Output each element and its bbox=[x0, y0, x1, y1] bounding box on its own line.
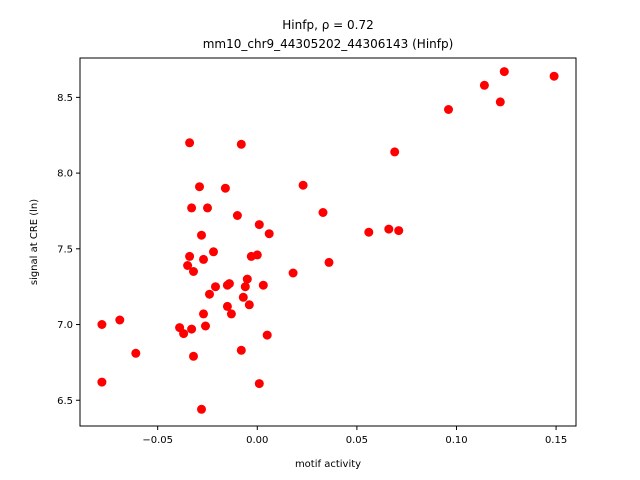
data-point-42 bbox=[288, 268, 298, 278]
data-point-45 bbox=[324, 257, 334, 267]
data-point-44 bbox=[318, 208, 328, 217]
data-point-12 bbox=[189, 267, 198, 276]
data-point-6 bbox=[183, 261, 193, 270]
data-point-14 bbox=[197, 230, 206, 240]
data-point-28 bbox=[232, 211, 242, 220]
data-point-15 bbox=[197, 404, 206, 414]
data-point-29 bbox=[236, 139, 246, 149]
data-point-32 bbox=[240, 282, 250, 292]
x-axis-label: motif activity bbox=[295, 459, 361, 470]
data-point-10 bbox=[187, 324, 197, 334]
data-point-50 bbox=[444, 105, 453, 114]
y-tick-label: 8.0 bbox=[57, 169, 73, 180]
y-tick-label: 7.5 bbox=[57, 244, 73, 255]
data-point-9 bbox=[187, 203, 197, 213]
y-tick-label: 6.5 bbox=[57, 396, 73, 407]
data-point-17 bbox=[199, 309, 208, 319]
y-tick-label: 8.5 bbox=[57, 93, 73, 104]
data-point-16 bbox=[199, 254, 208, 264]
data-point-27 bbox=[226, 309, 236, 319]
data-point-1 bbox=[97, 377, 107, 387]
data-point-8 bbox=[185, 138, 195, 148]
data-point-41 bbox=[264, 229, 274, 239]
data-point-25 bbox=[222, 301, 232, 311]
data-point-18 bbox=[201, 321, 210, 331]
data-point-13 bbox=[195, 182, 204, 192]
chart-title-line1: Hinfp, ρ = 0.72 bbox=[282, 18, 373, 32]
data-point-52 bbox=[495, 97, 505, 107]
data-point-40 bbox=[262, 330, 272, 340]
y-axis-label: signal at CRE (ln) bbox=[29, 199, 40, 285]
data-point-46 bbox=[364, 227, 374, 237]
y-tick-label: 7.0 bbox=[57, 320, 73, 331]
data-point-30 bbox=[236, 345, 246, 355]
data-point-37 bbox=[254, 220, 264, 230]
data-point-48 bbox=[390, 147, 400, 157]
data-point-38 bbox=[254, 379, 264, 389]
x-tick-label: 0.15 bbox=[545, 435, 567, 446]
data-point-7 bbox=[185, 251, 195, 261]
data-point-2 bbox=[115, 315, 125, 325]
data-point-0 bbox=[97, 320, 107, 329]
data-point-19 bbox=[203, 203, 212, 213]
y-axis-ticks: 6.5 7.0 7.5 8.0 8.5 bbox=[57, 93, 80, 407]
x-tick-label: 0.00 bbox=[246, 435, 268, 446]
data-point-39 bbox=[258, 280, 268, 290]
chart-title-line2: mm10_chr9_44305202_44306143 (Hinfp) bbox=[203, 37, 454, 51]
x-axis-ticks: −0.05 0.00 0.05 0.10 0.15 bbox=[142, 426, 567, 446]
data-point-22 bbox=[211, 282, 220, 292]
data-point-54 bbox=[549, 71, 559, 81]
data-points bbox=[97, 67, 559, 414]
data-point-47 bbox=[384, 224, 394, 234]
data-point-43 bbox=[298, 180, 308, 190]
data-point-51 bbox=[479, 80, 489, 90]
x-tick-label: 0.05 bbox=[346, 435, 368, 446]
data-point-5 bbox=[179, 329, 189, 339]
data-point-3 bbox=[131, 348, 141, 358]
x-tick-label: −0.05 bbox=[142, 435, 173, 446]
data-point-20 bbox=[205, 289, 214, 299]
data-point-36 bbox=[252, 250, 262, 260]
plot-frame bbox=[79, 57, 577, 427]
data-point-21 bbox=[209, 247, 218, 257]
data-point-31 bbox=[238, 292, 248, 302]
data-point-23 bbox=[220, 183, 230, 193]
data-point-11 bbox=[189, 351, 198, 361]
data-point-33 bbox=[242, 274, 252, 284]
data-point-34 bbox=[244, 300, 254, 310]
data-point-26 bbox=[224, 279, 234, 289]
x-tick-label: 0.10 bbox=[445, 435, 467, 446]
data-point-49 bbox=[394, 226, 404, 236]
data-point-53 bbox=[499, 67, 509, 77]
